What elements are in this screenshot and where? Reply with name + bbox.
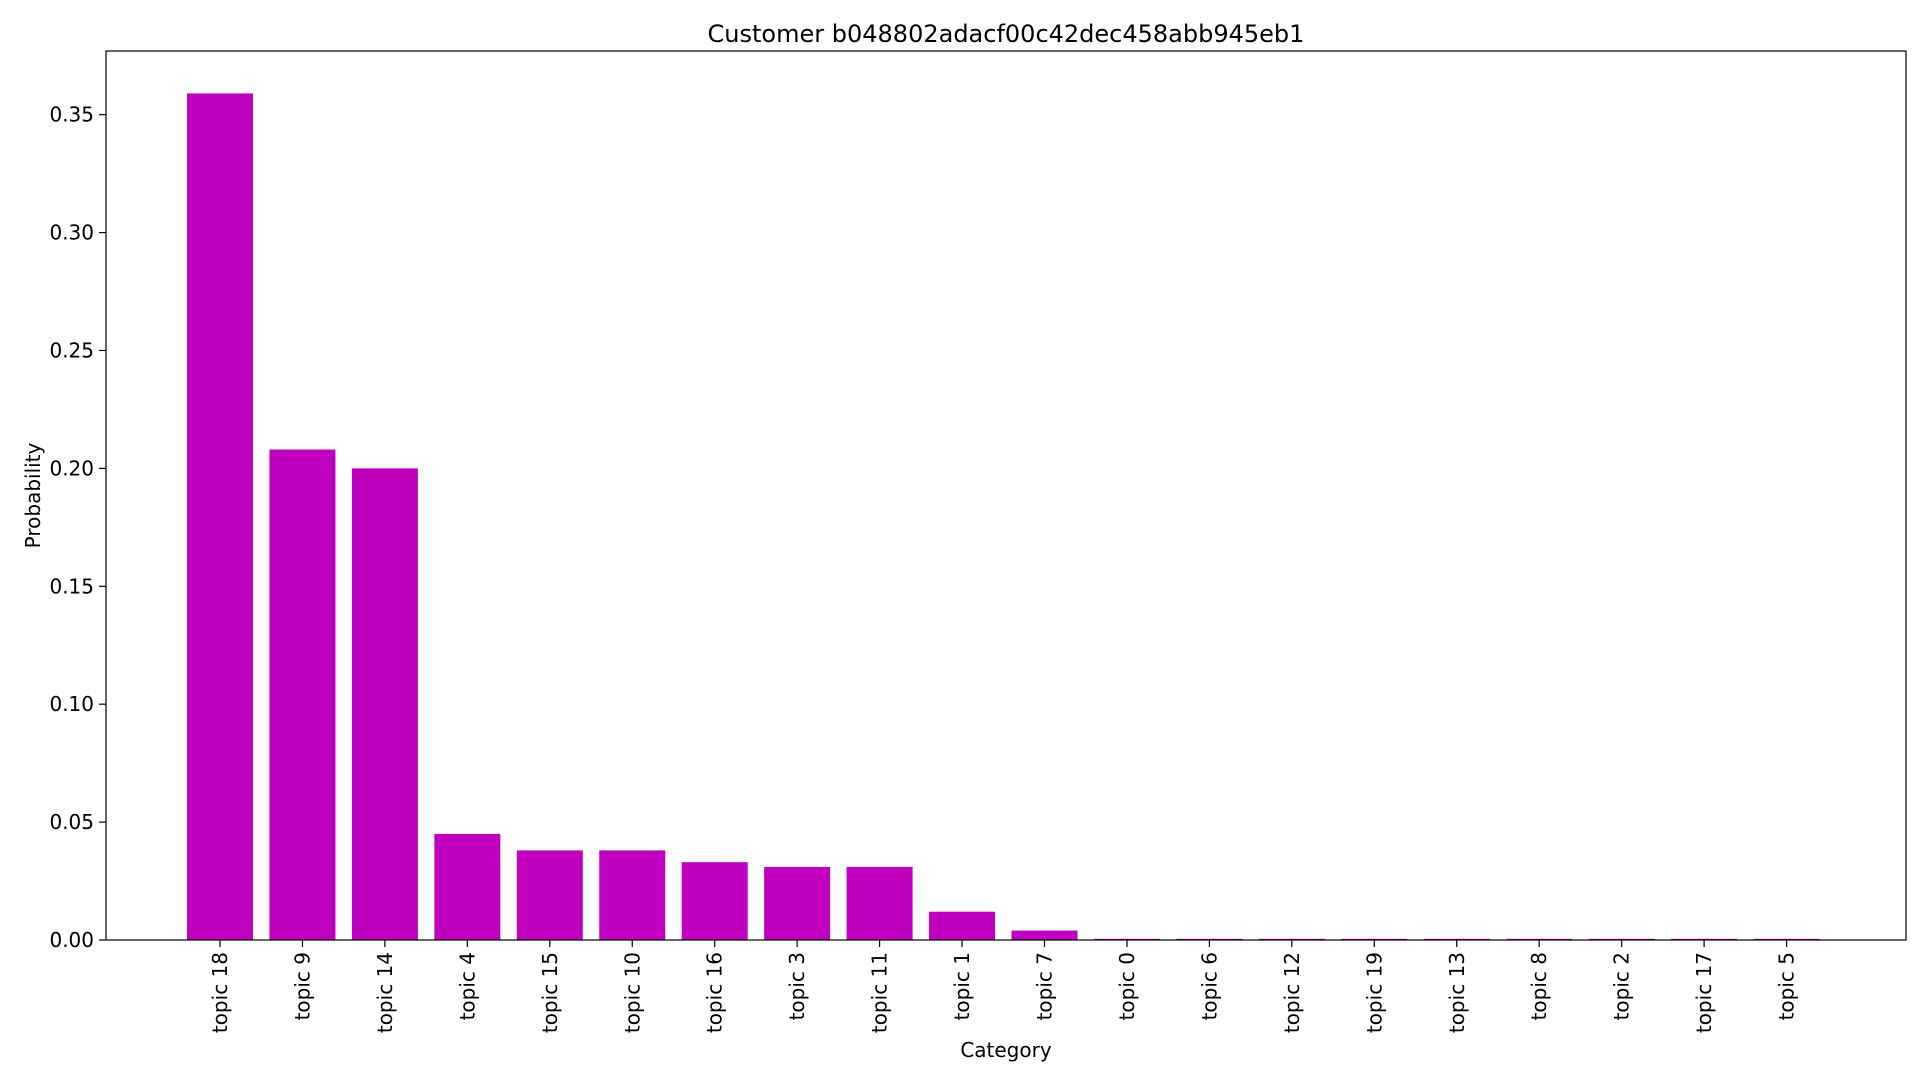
bar-topic-7 — [1011, 930, 1078, 940]
bar-topic-10 — [599, 850, 666, 940]
x-tick-label: topic 17 — [1692, 952, 1716, 1033]
x-tick-label: topic 6 — [1197, 952, 1221, 1020]
x-tick-label: topic 8 — [1527, 952, 1551, 1020]
y-axis-ticks: 0.00 0.05 0.10 0.15 0.20 0.25 0.30 0.35 — [49, 103, 106, 952]
y-tick-label: 0.05 — [49, 810, 94, 834]
x-tick-label: topic 14 — [373, 952, 397, 1033]
x-tick-label: topic 13 — [1445, 952, 1469, 1033]
bar-topic-18 — [187, 93, 253, 941]
bar-topic-11 — [846, 866, 913, 940]
x-tick-label: topic 12 — [1280, 952, 1304, 1033]
y-tick-label: 0.20 — [49, 456, 94, 480]
x-tick-label: topic 11 — [868, 952, 892, 1033]
bar-topic-14 — [351, 468, 418, 940]
y-axis-label: Probability — [21, 442, 45, 548]
y-tick-label: 0.25 — [49, 338, 94, 362]
x-tick-label: topic 3 — [785, 952, 809, 1020]
bar-topic-16 — [681, 862, 748, 940]
bar-topic-15 — [516, 850, 583, 940]
x-tick-label: topic 1 — [950, 952, 974, 1020]
x-tick-label: topic 10 — [620, 952, 644, 1033]
y-tick-label: 0.15 — [49, 574, 94, 598]
x-tick-label: topic 16 — [703, 952, 727, 1033]
y-tick-label: 0.00 — [49, 928, 94, 952]
x-tick-label: topic 18 — [208, 952, 232, 1033]
x-axis-label: Category — [960, 1038, 1052, 1062]
bar-topic-4 — [434, 833, 501, 940]
x-tick-label: topic 9 — [290, 952, 314, 1020]
x-tick-label: topic 4 — [455, 952, 479, 1020]
bars-group — [187, 93, 1820, 941]
plot-area-frame — [105, 50, 1907, 941]
x-tick-label: topic 5 — [1775, 952, 1799, 1020]
x-tick-label: topic 19 — [1362, 952, 1386, 1033]
bar-topic-9 — [269, 449, 336, 940]
x-tick-label: topic 15 — [538, 952, 562, 1033]
y-tick-label: 0.30 — [49, 221, 94, 245]
x-tick-label: topic 7 — [1033, 952, 1057, 1020]
y-tick-label: 0.10 — [49, 692, 94, 716]
x-tick-label: topic 0 — [1115, 952, 1139, 1020]
x-tick-label: topic 2 — [1610, 952, 1634, 1020]
bar-topic-3 — [764, 866, 831, 940]
x-axis-ticks: topic 18 topic 9 topic 14 topic 4 topic 15 to… — [208, 940, 1799, 1033]
chart-title: Customer b048802adacf00c42dec458abb945eb… — [708, 20, 1305, 48]
bar-topic-1 — [929, 911, 996, 940]
y-tick-label: 0.35 — [49, 103, 94, 127]
